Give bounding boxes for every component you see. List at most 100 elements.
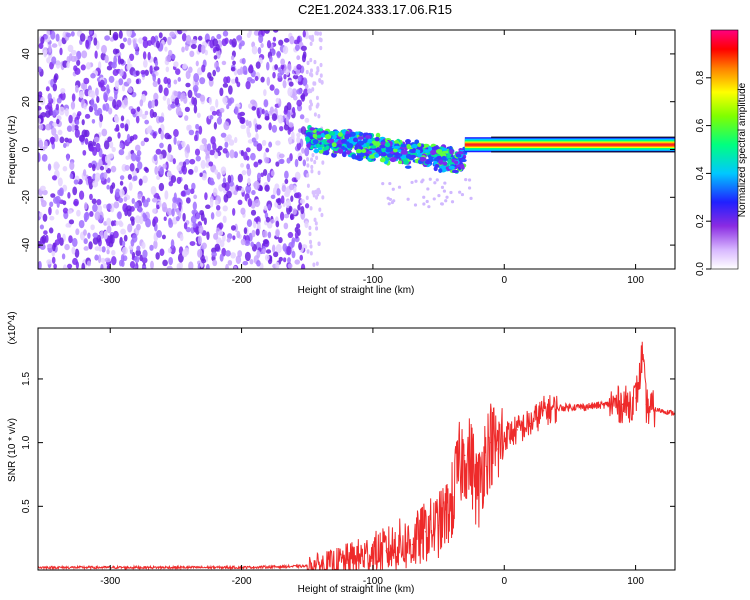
noise-blob: [55, 33, 60, 42]
noise-blob: [48, 44, 52, 53]
noise-blob: [142, 249, 148, 259]
noise-blob: [100, 44, 107, 54]
transition-blob: [460, 192, 465, 197]
noise-blob: [317, 170, 321, 176]
snr-point: [306, 565, 308, 567]
noise-blob: [287, 263, 293, 269]
noise-blob: [70, 101, 76, 110]
noise-blob: [119, 189, 125, 198]
snr-point: [503, 435, 505, 437]
noise-blob: [234, 223, 238, 233]
noise-blob: [111, 61, 117, 69]
noise-blob: [175, 197, 182, 203]
snr-point: [385, 550, 387, 552]
noise-blob: [136, 106, 141, 112]
stable-band-layer: [464, 143, 675, 146]
noise-blob: [209, 149, 216, 156]
transition-blob: [365, 134, 371, 139]
noise-blob: [168, 49, 173, 57]
noise-blob: [152, 208, 157, 214]
noise-blob: [79, 33, 86, 42]
noise-blob: [87, 89, 94, 98]
noise-blob: [251, 190, 256, 196]
noise-blob: [199, 172, 203, 178]
noise-blob: [191, 38, 197, 45]
noise-blob: [245, 147, 251, 153]
noise-blob: [165, 161, 169, 171]
transition-blob: [317, 147, 323, 151]
noise-blob: [174, 97, 180, 106]
noise-blob: [104, 257, 111, 263]
noise-blob: [62, 207, 69, 214]
noise-blob: [51, 43, 58, 48]
noise-blob: [193, 134, 198, 142]
noise-blob: [164, 190, 169, 200]
noise-blob: [215, 43, 220, 52]
noise-blob: [106, 84, 110, 92]
noise-blob: [158, 182, 165, 192]
noise-blob: [47, 93, 52, 101]
noise-blob: [280, 64, 285, 70]
snr-point: [641, 352, 643, 355]
noise-blob: [265, 216, 271, 223]
transition-blob: [389, 157, 397, 163]
noise-blob: [173, 79, 178, 85]
noise-blob: [175, 68, 181, 75]
noise-blob: [135, 249, 142, 257]
noise-blob: [99, 113, 104, 123]
noise-blob: [101, 128, 108, 137]
noise-blob: [96, 198, 102, 206]
noise-blob: [189, 241, 196, 246]
noise-blob: [239, 116, 245, 124]
noise-blob: [284, 170, 289, 179]
noise-blob: [221, 38, 228, 47]
transition-blob: [445, 195, 449, 199]
noise-blob: [162, 95, 167, 101]
colorbar-label: Normalized spectral amplitude: [737, 82, 748, 217]
noise-blob: [107, 96, 114, 102]
noise-blob: [237, 173, 243, 183]
noise-blob: [306, 183, 310, 189]
noise-blob: [170, 103, 176, 109]
noise-blob: [313, 59, 317, 65]
noise-blob: [208, 97, 213, 105]
transition-blob: [344, 133, 352, 137]
noise-blob: [203, 217, 207, 226]
noise-blob: [173, 192, 177, 202]
noise-blob: [159, 153, 163, 160]
noise-blob: [83, 77, 90, 85]
transition-blob: [386, 147, 393, 153]
noise-blob: [259, 185, 263, 192]
transition-blob: [320, 144, 325, 148]
noise-blob: [185, 82, 191, 88]
noise-blob: [258, 34, 264, 44]
noise-blob: [215, 210, 222, 218]
transition-blob: [449, 190, 453, 195]
x-tick-label: 100: [627, 576, 644, 587]
transition-blob: [469, 196, 473, 200]
noise-blob: [306, 60, 310, 66]
noise-blob: [177, 143, 183, 151]
noise-blob: [253, 161, 259, 168]
noise-blob: [253, 180, 260, 190]
colorbar-gradient: [710, 29, 739, 270]
noise-blob: [71, 93, 76, 102]
noise-blob: [135, 50, 139, 56]
noise-blob: [201, 242, 207, 250]
noise-blob: [276, 50, 281, 59]
transition-blob: [427, 205, 431, 209]
transition-blob: [441, 147, 448, 151]
noise-blob: [212, 142, 217, 151]
noise-blob: [304, 203, 310, 209]
noise-blob: [55, 59, 61, 69]
noise-blob: [131, 170, 137, 176]
noise-blob: [206, 143, 212, 151]
noise-blob: [230, 55, 235, 61]
colorbar: 0.0 0.2 0.4 0.6 0.8 Normalized spectral ampl…: [695, 29, 748, 276]
noise-blob: [97, 254, 102, 264]
noise-blob: [117, 132, 121, 139]
noise-blob: [185, 197, 191, 204]
noise-blob: [226, 190, 232, 199]
noise-blob: [218, 112, 222, 119]
noise-blob: [49, 136, 56, 144]
